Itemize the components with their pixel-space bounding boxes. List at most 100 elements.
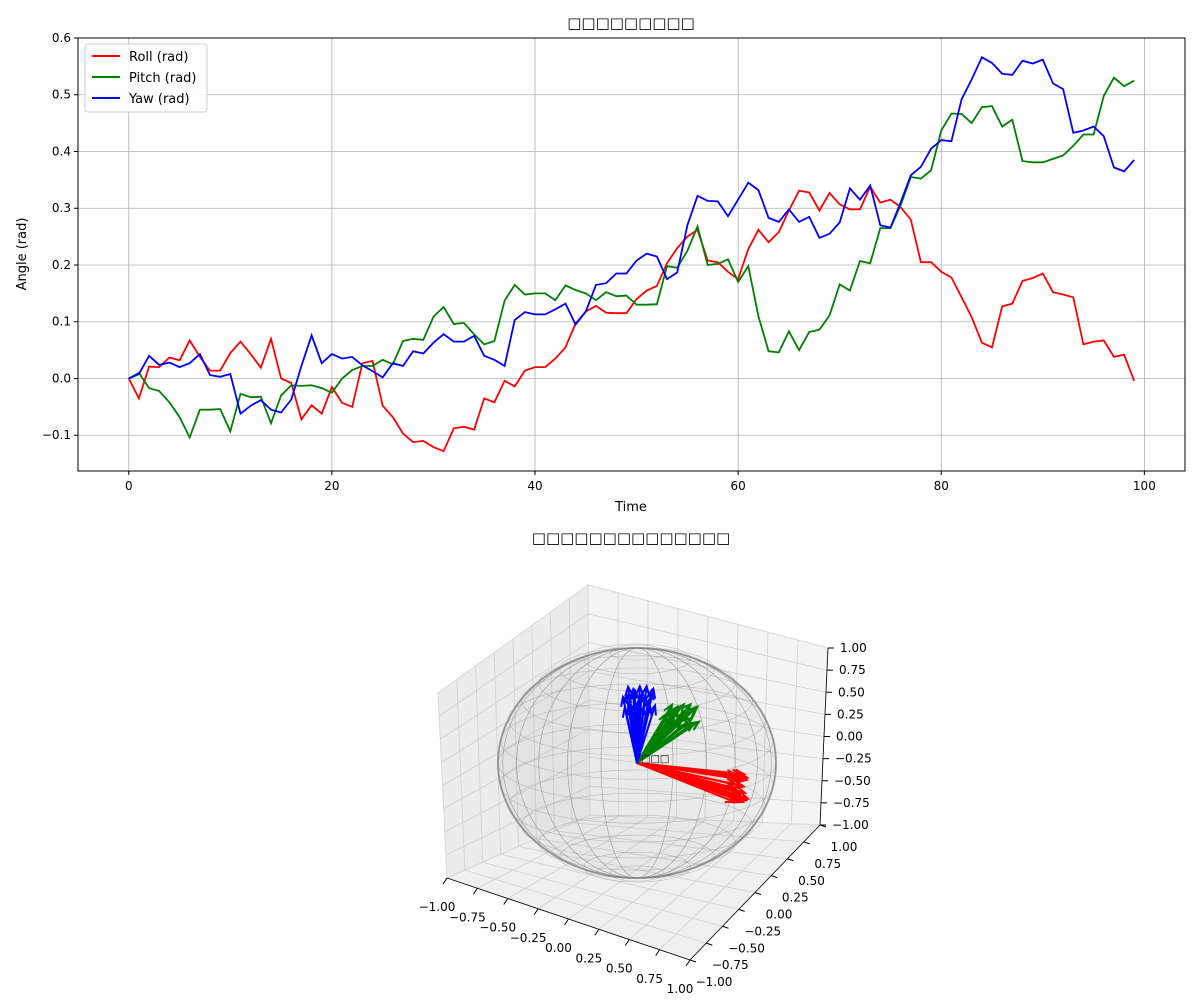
vector-y-head bbox=[688, 720, 702, 731]
y-tick-label: −0.1 bbox=[42, 428, 71, 442]
back-pane-grid-line bbox=[762, 632, 769, 823]
x-tick-mark bbox=[655, 949, 661, 957]
sphere-meridian bbox=[516, 647, 758, 879]
y-tick-mark bbox=[771, 875, 778, 879]
left-pane-grid-line bbox=[550, 611, 555, 831]
left-pane-grid-line bbox=[512, 638, 519, 847]
sphere-parallel bbox=[508, 769, 766, 843]
quiver-vectors bbox=[620, 683, 751, 804]
floor-grid-line bbox=[659, 823, 792, 951]
y-tick-label: 0.75 bbox=[814, 857, 841, 871]
sphere-parallel bbox=[609, 644, 665, 661]
y-tick-mark bbox=[738, 908, 745, 912]
x-tick-mark bbox=[564, 918, 569, 926]
x-tick-label: 0.00 bbox=[545, 941, 572, 955]
vector-z-head bbox=[630, 687, 640, 700]
quiver-x-ticks: −1.00−0.75−0.50−0.250.00 0.250.500.75 1.00 bbox=[419, 877, 694, 996]
x-tick-mark bbox=[594, 928, 600, 936]
quiver-z-ticks: −1.00 −0.75 −0.50 −0.25 0.00 0.25 0.50 0.75 1.00 bbox=[820, 641, 872, 832]
z-tick-label: 0.75 bbox=[839, 663, 866, 677]
vector-y-shaft bbox=[636, 705, 698, 764]
left-pane-grid-line bbox=[441, 670, 589, 763]
x-tick-mark bbox=[624, 939, 630, 946]
series-line-yaw bbox=[128, 56, 1135, 416]
line-chart-x-ticks: 0 20 40 60 80 100 bbox=[125, 471, 1156, 493]
vector-z-head bbox=[647, 703, 657, 716]
sphere-parallel bbox=[583, 851, 691, 883]
x-tick-label: 1.00 bbox=[667, 982, 694, 996]
y-tick-label: −0.25 bbox=[744, 924, 781, 938]
floor-grid-line bbox=[554, 830, 788, 860]
left-pane-grid-line bbox=[568, 598, 573, 823]
x-tick-mark bbox=[472, 887, 478, 895]
vector-y-shaft bbox=[636, 720, 700, 764]
y-tick-mark bbox=[689, 959, 697, 963]
legend-box bbox=[84, 43, 208, 113]
quiver-y-ticks: −1.00 −0.75 −0.50 −0.25 0.00 0.25 0.50 0.75 1.00 bbox=[689, 824, 858, 989]
legend-label-roll: Roll (rad) bbox=[129, 50, 188, 65]
y-tick-label: 1.00 bbox=[831, 840, 858, 854]
z-tick-label: 1.00 bbox=[840, 641, 867, 655]
line-chart-grid bbox=[78, 37, 1185, 471]
vector-z-shaft bbox=[636, 705, 656, 764]
vector-z-head bbox=[646, 686, 657, 700]
sphere-parallel bbox=[559, 834, 715, 879]
vector-z-head bbox=[640, 683, 651, 697]
y-tick-label: 0.6 bbox=[52, 31, 71, 45]
y-tick-mark bbox=[722, 925, 729, 929]
sphere-meridian bbox=[600, 647, 674, 879]
legend: Roll (rad) Pitch (rad) Yaw (rad) bbox=[84, 43, 208, 113]
left-pane-grid-line bbox=[440, 642, 589, 740]
sphere-parallel bbox=[609, 865, 665, 882]
y-tick-mark bbox=[787, 858, 794, 862]
sphere-parallel bbox=[538, 814, 736, 871]
y-tick-mark bbox=[754, 892, 762, 895]
y-tick-label: 0.00 bbox=[766, 908, 793, 922]
vector-x-shaft bbox=[636, 762, 749, 800]
z-tick-label: 0.25 bbox=[837, 707, 864, 721]
series-line-pitch bbox=[128, 76, 1135, 440]
line-chart-y-ticks: −0.1 0.0 0.1 0.2 0.3 0.4 0.5 0.6 bbox=[42, 31, 78, 442]
legend-label-yaw: Yaw (rad) bbox=[128, 92, 190, 107]
y-tick-label: −0.75 bbox=[712, 958, 749, 972]
sphere-meridian bbox=[516, 647, 758, 879]
y-tick-label: −0.50 bbox=[728, 941, 765, 955]
vector-x-head bbox=[737, 771, 750, 782]
sphere-meridian bbox=[497, 647, 777, 879]
x-tick-label: 40 bbox=[527, 479, 542, 493]
series-line-roll bbox=[127, 184, 1136, 453]
sphere-meridian bbox=[567, 647, 707, 879]
back-pane-grid-line bbox=[790, 640, 799, 824]
quiver-chart-title: □□□□□□□□□□□□□□ bbox=[532, 529, 730, 547]
back-pane-grid-line bbox=[588, 642, 827, 693]
pane-grid bbox=[438, 592, 828, 951]
line-chart: □□□□□□□□□ 0 20 40 60 80 100 −0.1 0.0 0.1 0.2 0.3 0… bbox=[15, 14, 1186, 515]
line-chart-title: □□□□□□□□□ bbox=[567, 14, 695, 32]
y-tick-label: 0.2 bbox=[52, 258, 71, 272]
line-chart-frame bbox=[77, 37, 1186, 472]
sphere-meridian bbox=[502, 647, 772, 879]
y-tick-label: 0.4 bbox=[52, 144, 71, 158]
vector-x-head bbox=[737, 791, 751, 801]
y-tick-label: 0.0 bbox=[52, 371, 71, 385]
x-tick-label: 0 bbox=[125, 479, 133, 493]
x-tick-label: 0.50 bbox=[606, 962, 633, 976]
y-tick-mark bbox=[706, 942, 713, 946]
line-chart-xlabel: Time bbox=[614, 500, 647, 515]
sphere-parallel bbox=[521, 792, 753, 859]
back-pane-grid-line bbox=[588, 613, 828, 671]
line-chart-series bbox=[127, 56, 1136, 453]
floor-grid-line bbox=[518, 846, 756, 893]
z-tick-label: −0.50 bbox=[834, 774, 871, 788]
x-tick-mark bbox=[503, 898, 509, 905]
origin-label: □□□ bbox=[641, 754, 669, 765]
x-tick-label: −1.00 bbox=[419, 900, 456, 914]
left-pane-grid-line bbox=[438, 613, 589, 717]
sphere-meridian bbox=[600, 647, 674, 879]
z-tick-label: −1.00 bbox=[832, 818, 869, 832]
y-tick-label: 0.25 bbox=[782, 891, 809, 905]
sphere-meridian bbox=[502, 647, 772, 879]
vector-z-shaft bbox=[636, 688, 655, 764]
x-tick-label: 0.25 bbox=[576, 951, 603, 965]
